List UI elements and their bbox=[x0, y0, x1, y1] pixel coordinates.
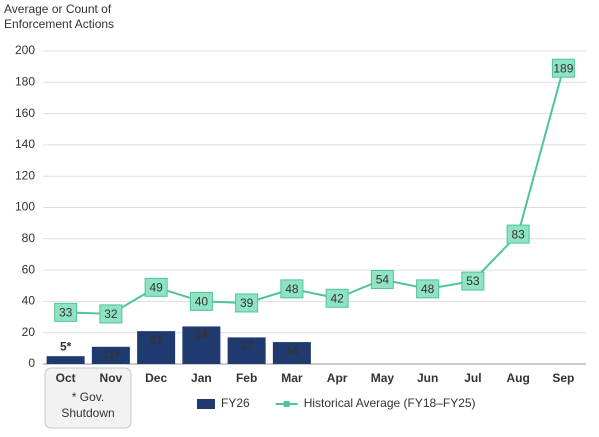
legend-swatch bbox=[283, 401, 290, 407]
y-tick-label: 0 bbox=[28, 356, 35, 370]
line-marker bbox=[54, 302, 78, 322]
x-tick-label: May bbox=[371, 371, 395, 385]
line-marker bbox=[551, 58, 575, 78]
line-marker bbox=[461, 271, 485, 291]
bar bbox=[227, 337, 266, 364]
line bbox=[65, 67, 565, 315]
bar-value-label: 5* bbox=[60, 339, 72, 353]
y-tick-label: 80 bbox=[22, 231, 36, 245]
x-tick-label: Jan bbox=[191, 371, 212, 385]
line-marker bbox=[99, 304, 123, 324]
y-tick-label: 180 bbox=[15, 74, 35, 88]
line-value-label: 39 bbox=[240, 296, 254, 310]
bar bbox=[272, 342, 311, 364]
x-tick-label: Jun bbox=[417, 371, 438, 385]
y-tick-label: 60 bbox=[22, 262, 36, 276]
line-marker bbox=[235, 293, 259, 313]
bar-value-label: 24 bbox=[195, 328, 209, 342]
x-tick-label: Jul bbox=[464, 371, 481, 385]
annotation-box bbox=[44, 367, 132, 429]
annotation: Shutdown bbox=[61, 406, 114, 420]
bar-value-label: 14 bbox=[285, 343, 299, 357]
y-axis-label: Average or Count of bbox=[4, 2, 112, 16]
line-marker bbox=[189, 291, 213, 311]
bar bbox=[182, 326, 221, 364]
y-tick-label: 100 bbox=[15, 200, 35, 214]
bar-value-label: 21 bbox=[149, 332, 163, 346]
bar-value-label: 17 bbox=[240, 339, 254, 353]
x-tick-label: Nov bbox=[100, 371, 123, 385]
y-axis-label: Enforcement Actions bbox=[4, 17, 114, 31]
y-tick-label: 200 bbox=[15, 43, 35, 57]
line-marker bbox=[280, 279, 304, 299]
line-marker bbox=[370, 269, 394, 289]
x-tick-label: Dec bbox=[145, 371, 167, 385]
line-value-label: 83 bbox=[511, 227, 525, 241]
line-value-label: 42 bbox=[330, 291, 344, 305]
line-value-label: 54 bbox=[376, 273, 390, 287]
x-tick-label: Oct bbox=[56, 371, 76, 385]
bar bbox=[46, 356, 85, 364]
line-value-label: 48 bbox=[285, 282, 299, 296]
bar-value-label: 11* bbox=[102, 348, 120, 362]
line-value-label: 40 bbox=[195, 295, 209, 309]
legend-label: FY26 bbox=[221, 396, 250, 410]
annotation: * Gov. bbox=[72, 390, 104, 404]
x-tick-label: Feb bbox=[236, 371, 257, 385]
line-marker bbox=[416, 279, 440, 299]
line-value-label: 189 bbox=[553, 61, 573, 75]
x-tick-label: Aug bbox=[506, 371, 529, 385]
y-tick-label: 160 bbox=[15, 106, 35, 120]
bar bbox=[137, 331, 176, 364]
line-value-label: 53 bbox=[466, 274, 480, 288]
x-tick-label: Mar bbox=[281, 371, 303, 385]
x-tick-label: Apr bbox=[327, 371, 348, 385]
y-tick-label: 40 bbox=[22, 294, 36, 308]
y-tick-label: 120 bbox=[15, 168, 35, 182]
legend-label: Historical Average (FY18–FY25) bbox=[304, 396, 476, 410]
x-tick-label: Sep bbox=[552, 371, 574, 385]
line-value-label: 48 bbox=[421, 282, 435, 296]
y-tick-label: 20 bbox=[22, 325, 36, 339]
line-value-label: 33 bbox=[59, 306, 73, 320]
legend-swatch bbox=[197, 399, 215, 409]
y-tick-label: 140 bbox=[15, 137, 35, 151]
line-marker bbox=[506, 224, 530, 244]
line-marker bbox=[144, 277, 168, 297]
line-value-label: 32 bbox=[104, 307, 118, 321]
line-marker bbox=[325, 288, 349, 308]
line-value-label: 49 bbox=[149, 280, 163, 294]
bar bbox=[91, 346, 130, 364]
